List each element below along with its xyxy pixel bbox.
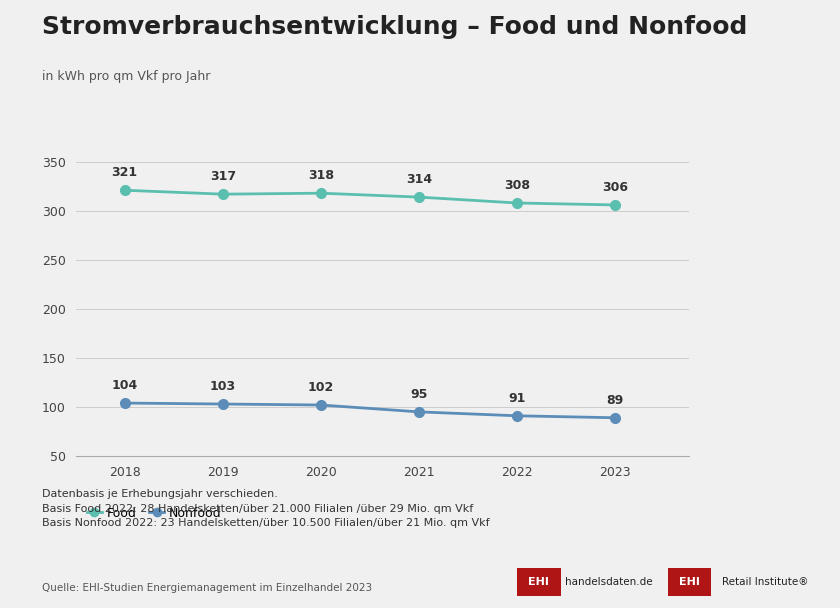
Text: EHI: EHI bbox=[528, 577, 549, 587]
Text: 89: 89 bbox=[606, 393, 624, 407]
FancyBboxPatch shape bbox=[517, 568, 561, 596]
Text: Retail Institute®: Retail Institute® bbox=[722, 577, 809, 587]
Text: 317: 317 bbox=[210, 170, 236, 183]
Text: in kWh pro qm Vkf pro Jahr: in kWh pro qm Vkf pro Jahr bbox=[42, 70, 210, 83]
Legend: Food, Nonfood: Food, Nonfood bbox=[81, 502, 227, 525]
Text: 95: 95 bbox=[410, 388, 428, 401]
Text: Quelle: EHI-Studien Energiemanagement im Einzelhandel 2023: Quelle: EHI-Studien Energiemanagement im… bbox=[42, 583, 372, 593]
Text: 314: 314 bbox=[406, 173, 432, 186]
Text: 103: 103 bbox=[210, 380, 236, 393]
Text: handelsdaten.de: handelsdaten.de bbox=[565, 577, 653, 587]
Text: 321: 321 bbox=[112, 166, 138, 179]
Text: 91: 91 bbox=[508, 392, 526, 405]
Text: 318: 318 bbox=[308, 169, 333, 182]
FancyBboxPatch shape bbox=[668, 568, 711, 596]
Text: 104: 104 bbox=[112, 379, 138, 392]
Text: 308: 308 bbox=[504, 179, 530, 192]
Text: 306: 306 bbox=[602, 181, 628, 194]
Text: Datenbasis je Erhebungsjahr verschieden.
Basis Food 2022: 28 Handelsketten/über : Datenbasis je Erhebungsjahr verschieden.… bbox=[42, 489, 490, 528]
Text: 102: 102 bbox=[307, 381, 334, 394]
Text: EHI: EHI bbox=[679, 577, 700, 587]
Text: Stromverbrauchsentwicklung – Food und Nonfood: Stromverbrauchsentwicklung – Food und No… bbox=[42, 15, 748, 39]
